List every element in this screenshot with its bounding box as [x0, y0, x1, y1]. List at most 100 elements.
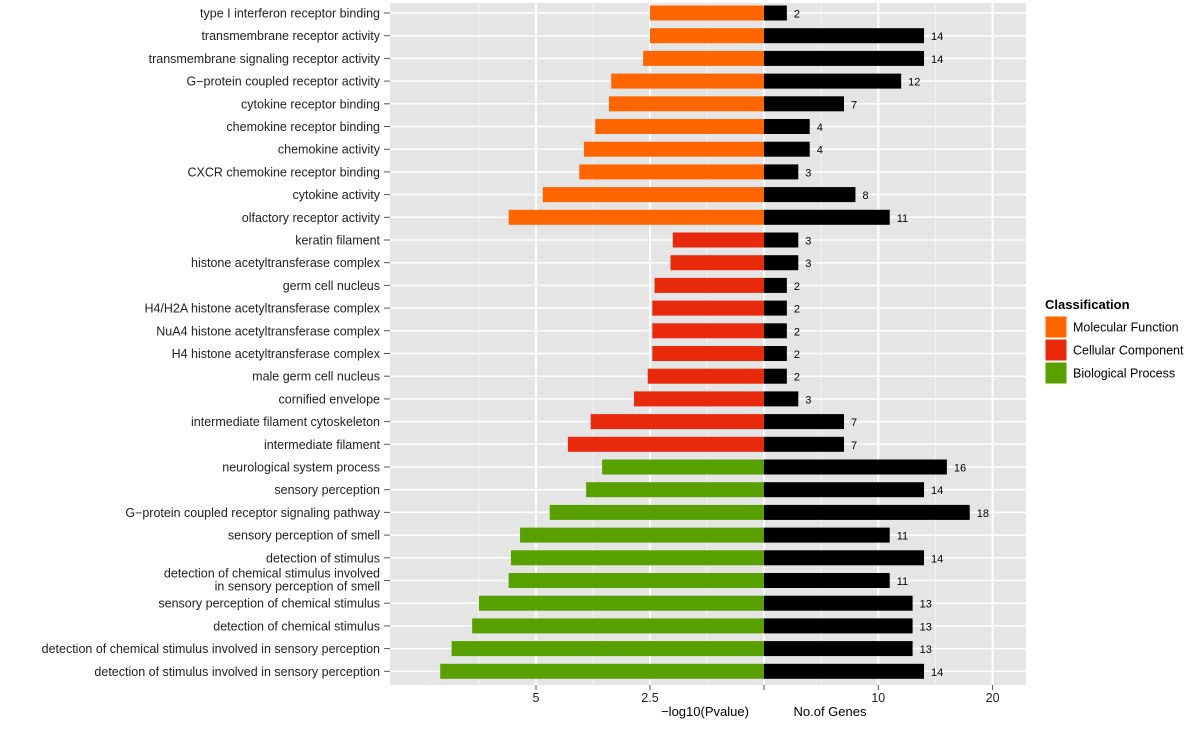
- category-label: detection of stimulus involved in sensor…: [94, 665, 380, 679]
- axes: 5 2.5 10 20: [533, 685, 1000, 705]
- gene-count-bar: [764, 323, 787, 339]
- pvalue-bar: [652, 323, 764, 339]
- category-label: transmembrane receptor activity: [201, 29, 380, 43]
- pvalue-bar: [654, 277, 764, 293]
- gene-count-label: 13: [920, 644, 932, 656]
- pvalue-bar: [508, 209, 764, 225]
- pvalue-bar: [586, 482, 764, 498]
- gene-count-label: 2: [794, 304, 800, 316]
- gene-count-bar: [764, 663, 925, 679]
- gene-count-bar: [764, 459, 947, 475]
- gene-count-bar: [764, 5, 787, 21]
- category-label: detection of chemical stimulus involved …: [42, 642, 380, 656]
- gene-count-label: 3: [805, 167, 811, 179]
- legend-label: Molecular Function: [1073, 321, 1179, 335]
- gene-count-label: 3: [805, 258, 811, 270]
- legend-swatch: [1044, 338, 1068, 362]
- gene-count-label: 2: [794, 372, 800, 384]
- gene-count-bar: [764, 368, 787, 384]
- pvalue-bar: [542, 187, 764, 203]
- x-tick-label: 20: [986, 691, 1000, 705]
- category-label: H4 histone acetyltransferase complex: [172, 347, 381, 361]
- pvalue-bar: [672, 232, 764, 248]
- gene-count-label: 7: [851, 417, 857, 429]
- gene-count-bar: [764, 232, 799, 248]
- gene-count-bar: [764, 277, 787, 293]
- x-tick-label: 10: [871, 691, 885, 705]
- pvalue-bar: [472, 618, 764, 634]
- pvalue-bar: [611, 73, 764, 89]
- gene-count-label: 11: [897, 531, 908, 543]
- gene-count-bar: [764, 119, 810, 134]
- gene-count-bar: [764, 595, 913, 611]
- gene-count-bar: [764, 618, 913, 634]
- gene-count-label: 4: [817, 122, 823, 134]
- category-label: neurological system process: [222, 461, 380, 475]
- gene-count-label: 13: [920, 621, 932, 633]
- gene-count-label: 3: [805, 236, 811, 248]
- gene-count-label: 8: [862, 190, 868, 202]
- pvalue-bar: [602, 459, 764, 475]
- gene-count-bar: [764, 641, 913, 657]
- category-label: cytokine receptor binding: [241, 97, 380, 111]
- gene-count-label: 14: [931, 667, 943, 679]
- gene-count-bar: [764, 164, 799, 180]
- category-label: G−protein coupled receptor activity: [186, 75, 380, 89]
- category-label: detection of stimulus: [266, 551, 380, 565]
- legend: Classification Molecular Function Cellula…: [1044, 297, 1184, 385]
- category-label: germ cell nucleus: [283, 279, 380, 293]
- gene-count-bar: [764, 527, 890, 543]
- gene-count-label: 2: [794, 326, 800, 338]
- pvalue-bar: [634, 391, 764, 407]
- gene-count-label: 12: [908, 77, 920, 89]
- pvalue-bar: [508, 573, 764, 588]
- pvalue-bar: [670, 255, 764, 271]
- gene-count-label: 7: [851, 99, 857, 111]
- pvalue-bar: [510, 550, 764, 566]
- category-label: transmembrane signaling receptor activit…: [149, 52, 381, 66]
- pvalue-bar: [451, 641, 764, 657]
- category-label: G−protein coupled receptor signaling pat…: [125, 506, 380, 520]
- bars: 2141412744381133222223771614181114111313…: [440, 5, 989, 679]
- pvalue-bar: [608, 96, 764, 112]
- pvalue-bar: [440, 663, 764, 679]
- gene-count-bar: [764, 209, 890, 225]
- category-label: olfactory receptor activity: [242, 211, 381, 225]
- gene-count-label: 4: [817, 145, 823, 157]
- pvalue-bar: [479, 595, 764, 611]
- gene-count-bar: [764, 73, 902, 89]
- category-label: type I interferon receptor binding: [200, 7, 380, 21]
- legend-title: Classification: [1045, 297, 1130, 312]
- category-label: detection of chemical stimulus: [213, 619, 380, 633]
- category-label: detection of chemical stimulus involved i…: [164, 567, 380, 594]
- gene-count-label: 7: [851, 440, 857, 452]
- gene-count-label: 14: [931, 54, 943, 66]
- category-label: male germ cell nucleus: [252, 370, 380, 384]
- gene-count-label: 14: [931, 485, 943, 497]
- left-axis-label: −log10(Pvalue): [661, 704, 749, 719]
- gene-count-bar: [764, 504, 970, 520]
- pvalue-bar: [579, 164, 764, 180]
- category-label: chemokine receptor binding: [226, 120, 380, 134]
- gene-count-bar: [764, 391, 799, 407]
- legend-swatch: [1044, 315, 1068, 339]
- pvalue-bar: [590, 414, 764, 430]
- pvalue-bar: [583, 141, 764, 157]
- category-label: CXCR chemokine receptor binding: [188, 165, 381, 179]
- gene-count-label: 2: [794, 281, 800, 293]
- gene-count-bar: [764, 255, 799, 271]
- gene-count-bar: [764, 28, 925, 44]
- pvalue-bar: [643, 50, 764, 66]
- right-axis-label: No.of Genes: [794, 704, 867, 719]
- gene-count-label: 11: [897, 576, 908, 588]
- pvalue-bar: [520, 527, 764, 543]
- category-label: intermediate filament cytoskeleton: [191, 415, 380, 429]
- gene-count-bar: [764, 414, 845, 430]
- category-label: histone acetyltransferase complex: [191, 256, 381, 270]
- gene-count-bar: [764, 573, 890, 588]
- gene-count-label: 2: [794, 9, 800, 21]
- gene-count-bar: [764, 436, 845, 452]
- category-label: cornified envelope: [279, 392, 381, 406]
- category-label: sensory perception of chemical stimulus: [158, 597, 380, 611]
